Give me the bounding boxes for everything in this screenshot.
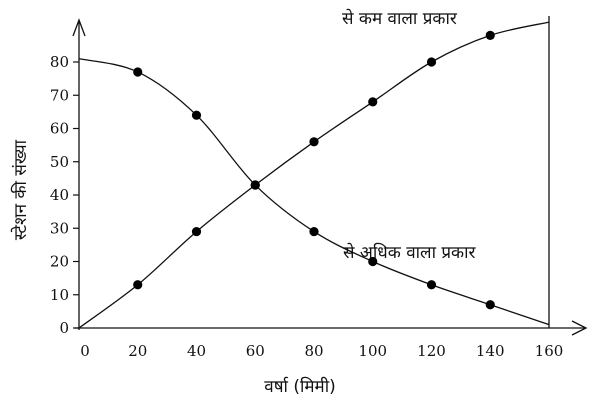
y-tick-label: 80 [50,53,69,71]
y-tick-label: 30 [50,219,69,237]
y-tick-label: 70 [50,86,69,104]
x-tick-label: 140 [476,342,505,360]
x-tick-label: 120 [417,342,446,360]
data-point [426,280,437,290]
less-than-curve [78,21,550,329]
x-tick-label: 160 [535,342,564,360]
x-tick-label: 20 [128,342,147,360]
data-point [368,97,378,107]
data-point [368,256,378,267]
data-point [250,180,260,190]
x-tick-label: 100 [358,342,387,360]
tick-labels: 0 10 20 30 40 50 60 70 80 0 20 40 60 80 100 120 140 160 [50,53,563,360]
x-tick-label: 60 [246,342,265,360]
data-point [133,67,143,77]
x-tick-label: 0 [80,342,90,360]
y-tick-label: 0 [59,319,69,337]
curves [78,21,550,329]
axes [72,16,588,336]
data-point [191,226,202,237]
y-tick-label: 60 [50,120,69,138]
y-tick-label: 10 [50,286,69,304]
x-tick-label: 40 [187,342,206,360]
y-axis-arrow [72,18,86,37]
y-tick-label: 20 [50,253,69,271]
markers [133,30,495,310]
data-point [191,110,202,120]
data-point [426,57,437,67]
data-point [309,137,319,147]
data-point [133,280,143,290]
more-than-curve [78,58,550,326]
y-tick-label: 50 [50,153,69,171]
data-point [309,226,319,237]
x-tick-label: 80 [304,342,323,360]
x-axis-label: वर्षा (मिमी) [264,376,336,397]
data-point [485,30,495,40]
series-label-less-than: से कम वाला प्रकार [342,8,458,29]
data-point [485,300,495,310]
x-axis-arrow [571,320,588,336]
y-tick-label: 40 [50,186,69,204]
y-axis-label: स्टेशन की संख्या [10,139,31,240]
series-label-more-than: से अधिक वाला प्रकार [343,242,477,263]
